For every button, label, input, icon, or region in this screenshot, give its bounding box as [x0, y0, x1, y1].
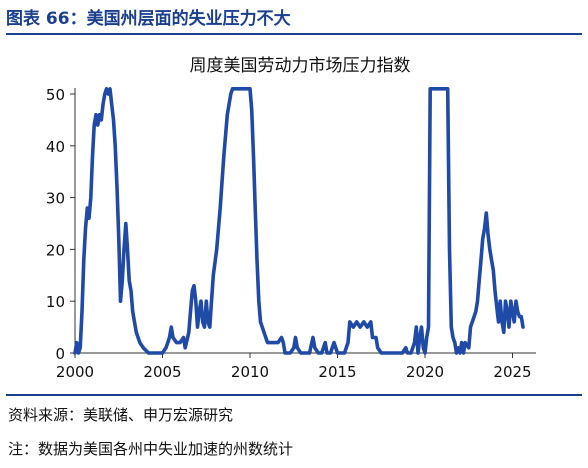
source-note: 资料来源：美联储、申万宏源研究 — [8, 406, 234, 424]
y-tick-label: 10 — [46, 293, 65, 311]
y-tick-label: 50 — [46, 86, 65, 104]
figure-title: 图表 66：美国州层面的失业压力不大 — [6, 9, 291, 29]
x-tick-label: 2025 — [493, 363, 531, 381]
y-tick-label: 20 — [46, 241, 65, 259]
x-tick-label: 2020 — [406, 363, 444, 381]
chart-series-layer — [73, 87, 525, 355]
x-tick-label: 2000 — [56, 363, 94, 381]
chart-axes: 0 10 20 30 40 50 2000 2005 2010 2015 2020 2025 — [46, 86, 536, 381]
y-tick-label: 0 — [55, 345, 65, 363]
x-tick-label: 2005 — [143, 363, 181, 381]
title-divider — [6, 33, 582, 35]
x-tick-label: 2015 — [318, 363, 356, 381]
bottom-divider — [6, 394, 582, 396]
x-tick-label: 2010 — [231, 363, 269, 381]
series-line-0 — [73, 87, 525, 355]
line-chart: 周度美国劳动力市场压力指数 0 10 20 30 40 50 2000 2005 2010 201… — [46, 56, 536, 381]
footnote: 注：数据为美国各州中失业加速的州数统计 — [8, 440, 294, 458]
y-tick-label: 40 — [46, 138, 65, 156]
y-tick-label: 30 — [46, 190, 65, 208]
chart-title: 周度美国劳动力市场压力指数 — [190, 56, 411, 76]
